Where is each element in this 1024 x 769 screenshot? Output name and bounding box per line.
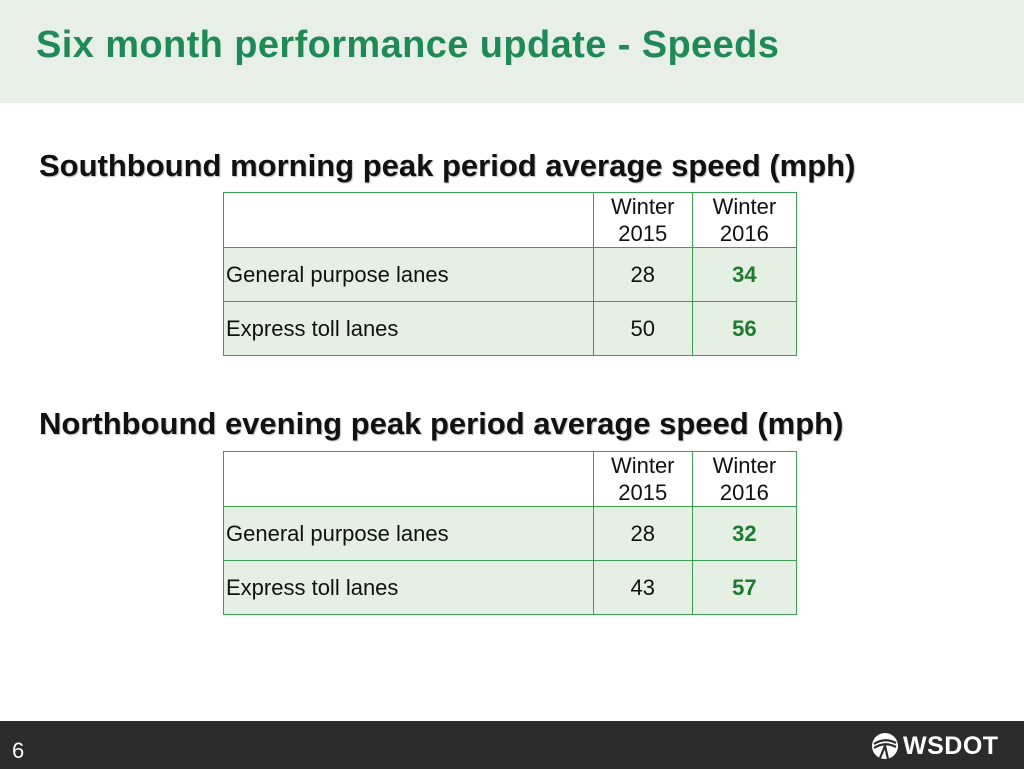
footer-bar: 6 WSDOT <box>0 721 1024 769</box>
page-title: Six month performance update - Speeds <box>36 24 780 66</box>
page-number: 6 <box>12 738 25 763</box>
table-row: General purpose lanes 28 34 <box>223 247 798 302</box>
southbound-speed-table: Winter 2015 Winter 2016 General purpose … <box>223 192 798 356</box>
row-label: Express toll lanes <box>223 560 594 615</box>
value-winter-2015: 43 <box>592 560 693 615</box>
empty-header-cell <box>223 192 594 248</box>
table-row: Express toll lanes 43 57 <box>223 560 798 615</box>
wsdot-logo: WSDOT <box>870 731 999 761</box>
column-header-winter-2016: Winter 2016 <box>691 192 798 248</box>
wsdot-swoosh-icon <box>872 733 898 760</box>
table-row: General purpose lanes 28 32 <box>223 506 798 561</box>
row-label: Express toll lanes <box>223 301 594 356</box>
column-header-winter-2015: Winter 2015 <box>592 192 693 248</box>
column-header-winter-2016: Winter 2016 <box>691 451 798 507</box>
title-band: Six month performance update - Speeds <box>0 0 1024 103</box>
row-label: General purpose lanes <box>223 247 594 302</box>
empty-header-cell <box>223 451 594 507</box>
value-winter-2016: 34 <box>691 247 798 302</box>
value-winter-2016: 32 <box>691 506 798 561</box>
value-winter-2015: 50 <box>592 301 693 356</box>
logo-text: WSDOT <box>903 731 999 760</box>
northbound-speed-table: Winter 2015 Winter 2016 General purpose … <box>223 451 798 615</box>
table-header-row: Winter 2015 Winter 2016 <box>223 192 798 248</box>
value-winter-2015: 28 <box>592 506 693 561</box>
value-winter-2016: 56 <box>691 301 798 356</box>
value-winter-2015: 28 <box>592 247 693 302</box>
column-header-winter-2015: Winter 2015 <box>592 451 693 507</box>
value-winter-2016: 57 <box>691 560 798 615</box>
northbound-heading: Northbound evening peak period average s… <box>39 406 844 441</box>
row-label: General purpose lanes <box>223 506 594 561</box>
table-header-row: Winter 2015 Winter 2016 <box>223 451 798 507</box>
table-row: Express toll lanes 50 56 <box>223 301 798 356</box>
southbound-heading: Southbound morning peak period average s… <box>39 148 856 183</box>
